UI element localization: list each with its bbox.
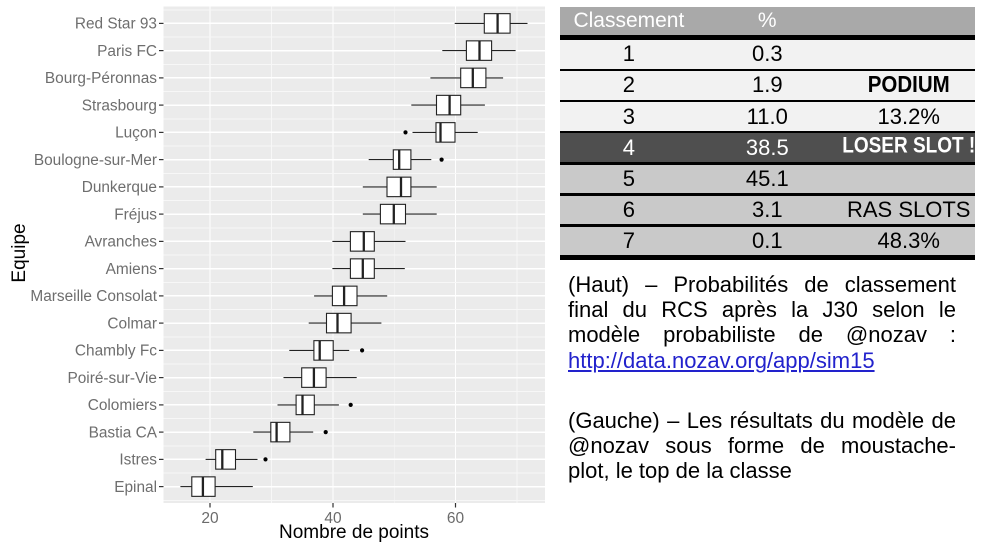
svg-text:Poiré-sur-Vie: Poiré-sur-Vie	[67, 370, 157, 387]
svg-text:Dunkerque: Dunkerque	[82, 179, 157, 196]
svg-text:Chambly Fc: Chambly Fc	[75, 343, 157, 360]
svg-text:Epinal: Epinal	[114, 479, 157, 496]
svg-text:Equipe: Equipe	[9, 223, 30, 282]
svg-text:Paris FC: Paris FC	[97, 43, 157, 60]
svg-text:Bastia CA: Bastia CA	[89, 424, 158, 441]
svg-text:60: 60	[447, 510, 465, 527]
svg-text:Nombre de points: Nombre de points	[279, 522, 429, 543]
svg-text:Colomiers: Colomiers	[88, 397, 158, 414]
svg-text:Amiens: Amiens	[106, 261, 158, 278]
svg-text:Marseille Consolat: Marseille Consolat	[30, 288, 157, 305]
svg-text:Avranches: Avranches	[85, 234, 158, 251]
svg-text:Colmar: Colmar	[107, 315, 157, 332]
svg-text:Istres: Istres	[119, 452, 157, 469]
svg-text:Strasbourg: Strasbourg	[82, 97, 157, 114]
svg-text:40: 40	[324, 510, 342, 527]
svg-text:Red Star 93: Red Star 93	[75, 16, 157, 33]
svg-text:Luçon: Luçon	[115, 125, 157, 142]
svg-text:Boulogne-sur-Mer: Boulogne-sur-Mer	[34, 152, 157, 169]
svg-text:20: 20	[201, 510, 219, 527]
svg-text:Fréjus: Fréjus	[114, 206, 157, 223]
svg-text:Bourg-Péronnas: Bourg-Péronnas	[45, 70, 157, 87]
